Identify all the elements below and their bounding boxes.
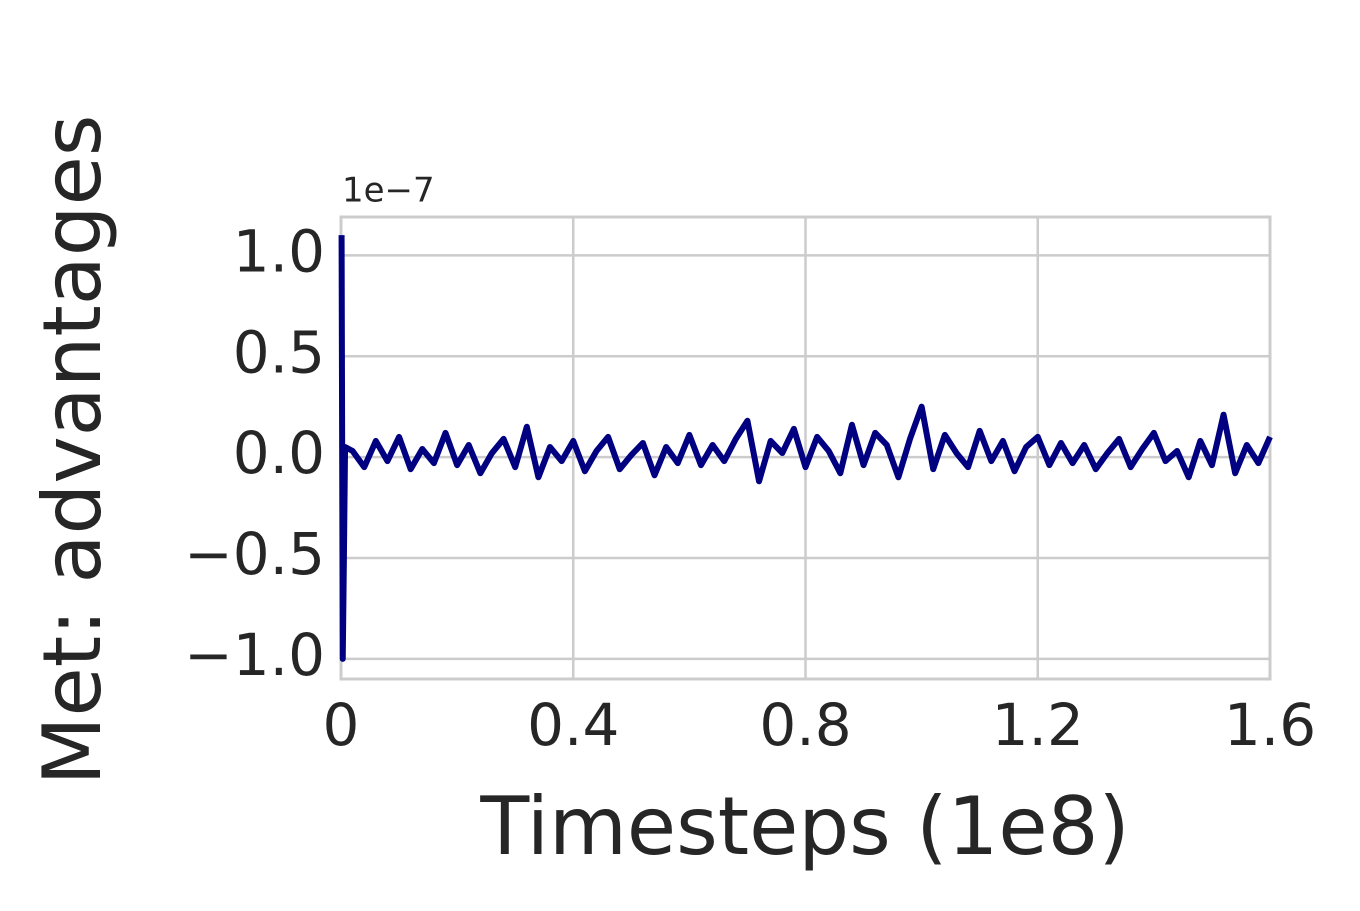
x-tick-label: 0.4 xyxy=(527,691,619,759)
y-tick-label: 0.0 xyxy=(233,419,325,487)
y-axis-label: Met: advantages xyxy=(26,115,119,786)
y-tick-label: 1.0 xyxy=(233,217,325,285)
y-tick-label: −1.0 xyxy=(184,621,325,689)
x-tick-label: 0.8 xyxy=(759,691,851,759)
x-tick-label: 1.6 xyxy=(1224,691,1316,759)
x-axis-label: Timesteps (1e8) xyxy=(479,780,1129,873)
data-line xyxy=(338,235,1273,662)
y-tick-label: 0.5 xyxy=(233,318,325,386)
x-tick-label: 1.2 xyxy=(992,691,1084,759)
y-offset-label: 1e−7 xyxy=(342,171,435,211)
y-tick-label: −0.5 xyxy=(184,520,325,588)
x-tick-label: 0 xyxy=(323,691,360,759)
